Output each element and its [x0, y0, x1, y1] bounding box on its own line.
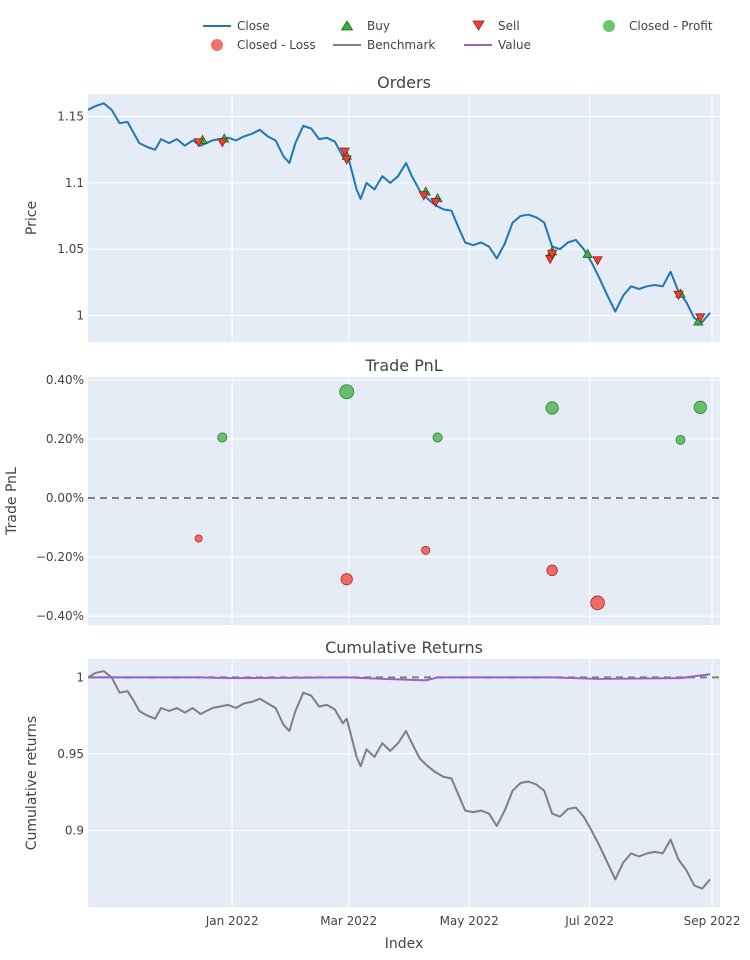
panel-1: 1 1.05 1.1 1.15 Orders Price [24, 73, 720, 342]
legend-sell-swatch [472, 20, 485, 31]
y-tick-label: −0.20% [36, 550, 84, 564]
closed-loss-marker [194, 534, 203, 543]
x-tick-label: Mar 2022 [320, 914, 377, 928]
legend-close-label: Close [237, 19, 270, 33]
sell-marker [339, 147, 350, 157]
sell-marker [592, 256, 603, 266]
sell-marker [341, 155, 352, 165]
y-tick-label: 0.95 [57, 747, 84, 761]
sell-marker [430, 198, 441, 208]
plot-content [88, 670, 720, 890]
legend-closed-profit-swatch [603, 20, 615, 32]
y-tick-label: 0.9 [65, 823, 84, 837]
closed-profit-marker [339, 384, 355, 400]
x-tick-label: Sep 2022 [684, 914, 741, 928]
y-tick-label: 0.40% [46, 373, 84, 387]
legend-item-closed-profit[interactable]: Closed - Profit [603, 19, 713, 33]
y-tick-label: 1.1 [65, 176, 84, 190]
closed-profit-marker [693, 400, 707, 415]
buy-marker [582, 248, 593, 258]
sell-marker [695, 313, 706, 323]
legend-sell-label: Sell [498, 19, 520, 33]
legend-buy-label: Buy [367, 19, 390, 33]
legend-value-label: Value [498, 38, 531, 52]
panel-3: Jan 2022 Mar 2022 May 2022 Jul 2022 Sep 2022… [24, 638, 741, 928]
closed-profit-marker [217, 432, 228, 443]
legend-item-value[interactable]: Value [464, 38, 531, 52]
plot-content [88, 384, 720, 611]
closed-loss-marker [340, 573, 353, 586]
panel-2: −0.40% −0.20% 0.00% 0.20% 0.40% Trade PnL Trad… [4, 356, 720, 625]
plot-content [88, 102, 711, 326]
sell-marker [673, 290, 684, 301]
legend-item-close[interactable]: Close [203, 19, 270, 33]
legend-closed-profit-label: Closed - Profit [629, 19, 713, 33]
sell-marker [418, 191, 429, 201]
legend: Close Buy Sell Closed - Profit Closed - … [203, 19, 713, 52]
x-tick-label: Jan 2022 [205, 914, 259, 928]
y-tick-label: 0.00% [46, 491, 84, 505]
x-tick-label: Jul 2022 [564, 914, 614, 928]
closed-profit-marker [675, 434, 686, 445]
plot-area [88, 377, 720, 625]
subplot-title: Orders [377, 73, 431, 92]
legend-benchmark-label: Benchmark [367, 38, 435, 52]
sell-marker [546, 249, 558, 259]
y-tick-label: −0.40% [36, 609, 84, 623]
legend-buy-swatch [340, 20, 354, 31]
x-tick-label: May 2022 [440, 914, 499, 928]
close-line [88, 102, 711, 324]
legend-closed-loss-swatch [211, 39, 223, 51]
y-axis-title: Cumulative returns [24, 716, 40, 850]
subplot-title: Trade PnL [364, 356, 442, 375]
closed-profit-marker [545, 401, 559, 415]
y-axis-title: Trade PnL [4, 467, 20, 536]
closed-loss-marker [546, 564, 558, 577]
y-tick-label: 1.05 [57, 242, 84, 256]
y-tick-label: 1 [76, 670, 84, 684]
legend-item-sell[interactable]: Sell [472, 19, 520, 33]
y-tick-label: 1.15 [57, 110, 84, 124]
closed-loss-marker [421, 545, 431, 555]
plot-area [88, 94, 720, 342]
subplot-panels: 1 1.05 1.1 1.15 Orders Price −0.40% −0.20% 0.00%… [4, 73, 741, 928]
y-tick-label: 1 [76, 308, 84, 322]
sell-marker [193, 138, 204, 148]
legend-item-benchmark[interactable]: Benchmark [333, 38, 435, 52]
x-axis-title: Index [385, 936, 424, 952]
closed-loss-marker [590, 595, 605, 611]
value-line [88, 673, 711, 682]
legend-item-closed-loss[interactable]: Closed - Loss [211, 38, 316, 52]
legend-closed-loss-label: Closed - Loss [237, 38, 316, 52]
y-axis-title: Price [24, 201, 40, 235]
sell-marker [217, 138, 228, 148]
benchmark-line [88, 670, 711, 890]
y-tick-label: 0.20% [46, 432, 84, 446]
closed-profit-marker [432, 432, 443, 443]
legend-item-buy[interactable]: Buy [340, 19, 390, 33]
subplot-title: Cumulative Returns [325, 638, 483, 657]
plot-area [88, 659, 720, 907]
